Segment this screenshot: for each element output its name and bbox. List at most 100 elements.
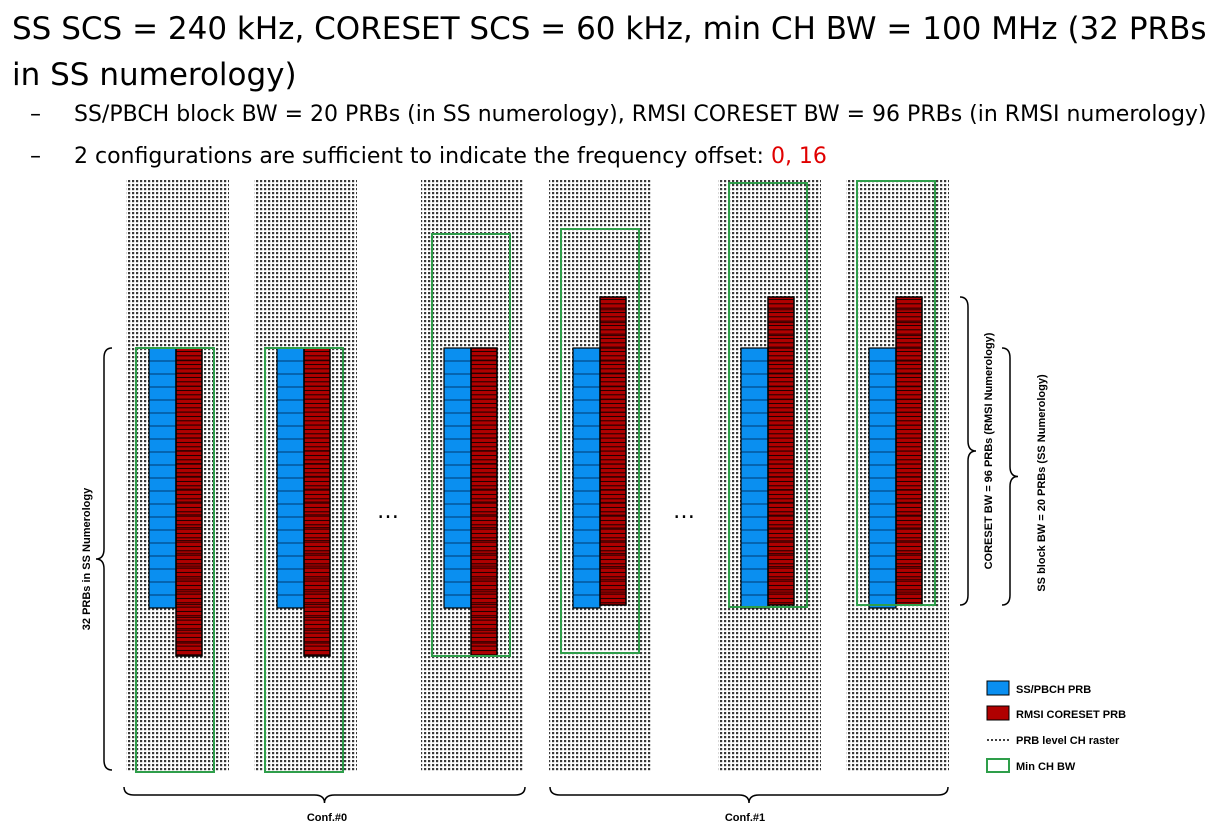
- ss-pbch-prb: [868, 438, 897, 453]
- ss-pbch-prb: [443, 594, 472, 609]
- rmsi-coreset-prb: [895, 322, 923, 336]
- ss-pbch-prb: [443, 581, 472, 596]
- ss-pbch-prb: [443, 438, 472, 453]
- ss-pbch-prb: [148, 347, 177, 362]
- rmsi-coreset-prb: [470, 411, 498, 426]
- rmsi-coreset-prb: [599, 386, 627, 401]
- rmsi-coreset-prb: [175, 629, 203, 644]
- rmsi-coreset-prb: [599, 347, 627, 362]
- rmsi-coreset-prb: [895, 309, 923, 324]
- ss-pbch-prb: [148, 360, 177, 375]
- ss-pbch-prb: [740, 451, 769, 466]
- bullet-text: SS/PBCH block BW = 20 PRBs (in SS numero…: [74, 102, 1207, 127]
- ss-pbch-prb: [443, 568, 472, 583]
- ss-pbch-prb: [148, 438, 177, 453]
- ss-pbch-prb: [740, 490, 769, 505]
- rmsi-coreset-prb: [895, 424, 923, 439]
- ss-pbch-prb: [572, 594, 601, 609]
- ss-pbch-prb: [740, 425, 769, 440]
- rmsi-coreset-prb: [303, 437, 331, 452]
- rmsi-coreset-prb: [599, 335, 627, 349]
- ss-pbch-prb: [443, 360, 472, 375]
- ss-pbch-prb: [740, 386, 769, 401]
- ss-pbch-prb: [148, 373, 177, 388]
- ss-pbch-prb: [443, 542, 472, 557]
- rmsi-coreset-prb: [599, 424, 627, 439]
- configuration-column: [126, 180, 229, 773]
- rmsi-coreset-prb: [470, 629, 498, 644]
- rmsi-coreset-prb: [470, 578, 498, 593]
- rmsi-coreset-prb: [175, 514, 203, 529]
- ss-pbch-prb: [572, 490, 601, 505]
- ss-pbch-prb: [276, 477, 305, 492]
- legend-rmsi-swatch: [986, 705, 1010, 721]
- rmsi-coreset-prb: [175, 591, 203, 606]
- configuration-column: [846, 180, 949, 772]
- configuration-column: [254, 180, 357, 773]
- rmsi-coreset-prb: [175, 604, 203, 618]
- ss-pbch-prb: [572, 347, 601, 362]
- ss-pbch-prb: [443, 503, 472, 518]
- rmsi-coreset-prb: [895, 476, 923, 490]
- ss-pbch-prb: [276, 412, 305, 427]
- ss-pbch-prb: [572, 555, 601, 570]
- ss-pbch-prb: [868, 490, 897, 505]
- rmsi-coreset-prb: [895, 296, 923, 311]
- rmsi-coreset-prb: [599, 412, 627, 426]
- ss-pbch-prb: [276, 347, 305, 362]
- rmsi-coreset-prb: [303, 424, 331, 439]
- rmsi-coreset-prb: [599, 527, 627, 542]
- conf0-label: Conf.#0: [307, 812, 347, 824]
- ss-pbch-prb: [148, 555, 177, 570]
- rmsi-coreset-prb: [470, 604, 498, 618]
- rmsi-coreset-prb: [470, 437, 498, 452]
- rmsi-coreset-prb: [767, 399, 795, 413]
- rmsi-coreset-prb: [895, 373, 923, 388]
- rmsi-coreset-prb: [599, 489, 627, 503]
- ss-pbch-prb: [572, 477, 601, 492]
- rmsi-coreset-prb: [767, 540, 795, 555]
- rmsi-coreset-prb: [175, 488, 203, 503]
- rmsi-coreset-prb: [895, 463, 923, 478]
- rmsi-coreset-prb: [895, 566, 923, 580]
- rmsi-coreset-prb: [895, 578, 923, 593]
- rmsi-coreset-prb: [599, 450, 627, 465]
- ss-pbch-prb: [443, 464, 472, 479]
- ss-pbch-prb: [868, 399, 897, 414]
- ss-pbch-prb: [148, 516, 177, 531]
- rmsi-coreset-prb: [895, 489, 923, 503]
- ss-pbch-prb: [276, 529, 305, 544]
- rmsi-coreset-prb: [767, 322, 795, 336]
- ss-pbch-prb: [868, 464, 897, 479]
- rmsi-coreset-prb: [303, 604, 331, 618]
- ss-pbch-prb: [740, 568, 769, 583]
- coreset-brace: [959, 296, 977, 606]
- rmsi-coreset-prb: [175, 360, 203, 375]
- rmsi-coreset-prb: [895, 437, 923, 452]
- ss-pbch-prb: [276, 464, 305, 479]
- offset-values: 0, 16: [770, 144, 827, 169]
- rmsi-coreset-prb: [895, 386, 923, 401]
- bullet-dash: –: [30, 144, 41, 169]
- rmsi-coreset-prb: [767, 450, 795, 465]
- ss-pbch-prb: [572, 438, 601, 453]
- min-ch-bw-outline: [135, 347, 215, 773]
- rmsi-coreset-prb: [767, 424, 795, 439]
- min-ch-bw-outline: [264, 347, 344, 773]
- ss-pbch-prb: [443, 516, 472, 531]
- rmsi-coreset-prb: [767, 476, 795, 490]
- ss-pbch-prb: [572, 386, 601, 401]
- ss-pbch-prb: [443, 425, 472, 440]
- ss-pbch-prb: [443, 477, 472, 492]
- rmsi-coreset-prb: [175, 386, 203, 400]
- rmsi-coreset-prb: [470, 514, 498, 529]
- rmsi-coreset-prb: [470, 398, 498, 413]
- min-ch-bw-outline: [728, 182, 808, 608]
- rmsi-coreset-prb: [470, 565, 498, 580]
- ss-pbch-prb: [443, 451, 472, 466]
- ss-pbch-prb: [148, 399, 177, 414]
- rmsi-coreset-prb: [599, 463, 627, 478]
- rmsi-coreset-prb: [599, 476, 627, 490]
- rmsi-coreset-prb: [895, 553, 923, 567]
